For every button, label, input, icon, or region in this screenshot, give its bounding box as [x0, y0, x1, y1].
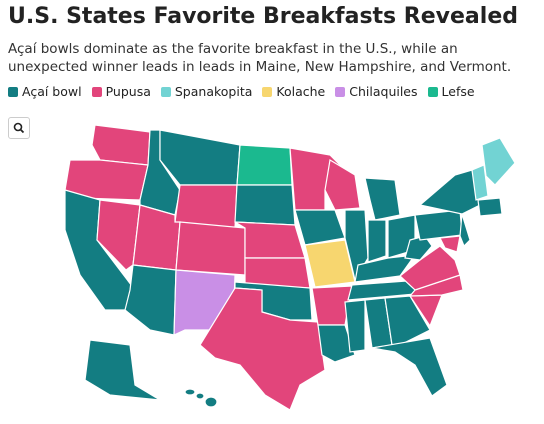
title: U.S. States Favorite Breakfasts Revealed	[8, 4, 518, 29]
state[interactable]	[439, 235, 461, 253]
legend-item[interactable]: Spanakopita	[160, 84, 253, 99]
state[interactable]	[195, 392, 205, 400]
legend-swatch	[8, 86, 18, 97]
state[interactable]	[471, 164, 489, 201]
state[interactable]	[364, 177, 401, 221]
state[interactable]	[132, 204, 181, 271]
state[interactable]	[96, 199, 141, 271]
state[interactable]	[344, 299, 366, 353]
state[interactable]	[124, 264, 177, 336]
state[interactable]	[184, 388, 196, 396]
legend-item[interactable]: Pupusa	[91, 84, 151, 99]
legend-swatch	[262, 86, 273, 97]
legend-item[interactable]: Kolache	[262, 84, 325, 99]
state[interactable]	[175, 221, 246, 276]
state[interactable]	[477, 197, 503, 217]
legend-label: Lefse	[441, 84, 475, 99]
legend-label: Açaí bowl	[22, 84, 82, 99]
legend-item[interactable]: Açaí bowl	[8, 84, 82, 99]
legend-swatch	[160, 86, 171, 97]
legend: Açaí bowl Pupusa Spanakopita Kolache Chilaqu…	[8, 84, 475, 99]
state[interactable]	[294, 209, 346, 246]
search-button[interactable]	[8, 117, 30, 139]
state[interactable]	[199, 287, 326, 411]
state[interactable]	[459, 213, 471, 248]
subtitle: Açaí bowls dominate as the favorite brea…	[8, 41, 512, 75]
state[interactable]	[84, 339, 161, 401]
state[interactable]	[371, 337, 448, 397]
state[interactable]	[91, 124, 151, 166]
legend-label: Chilaquiles	[349, 84, 418, 99]
state[interactable]	[234, 221, 306, 259]
state[interactable]	[414, 209, 463, 241]
state[interactable]	[236, 144, 293, 186]
state[interactable]	[234, 184, 296, 226]
legend-label: Pupusa	[105, 84, 151, 99]
state[interactable]	[367, 219, 387, 263]
legend-swatch	[335, 86, 346, 97]
state[interactable]	[384, 295, 431, 346]
legend-label: Kolache	[276, 84, 326, 99]
state[interactable]	[159, 129, 241, 186]
state[interactable]	[418, 169, 481, 215]
search-icon	[13, 122, 25, 134]
state[interactable]	[174, 184, 238, 229]
state[interactable]	[324, 159, 361, 211]
state[interactable]	[481, 137, 516, 186]
state[interactable]	[317, 324, 356, 363]
legend-swatch	[91, 86, 102, 97]
legend-swatch	[427, 86, 438, 97]
legend-item[interactable]: Lefse	[427, 84, 475, 99]
state[interactable]	[204, 396, 218, 408]
legend-label: Spanakopita	[174, 84, 253, 99]
legend-item[interactable]: Chilaquiles	[335, 84, 418, 99]
